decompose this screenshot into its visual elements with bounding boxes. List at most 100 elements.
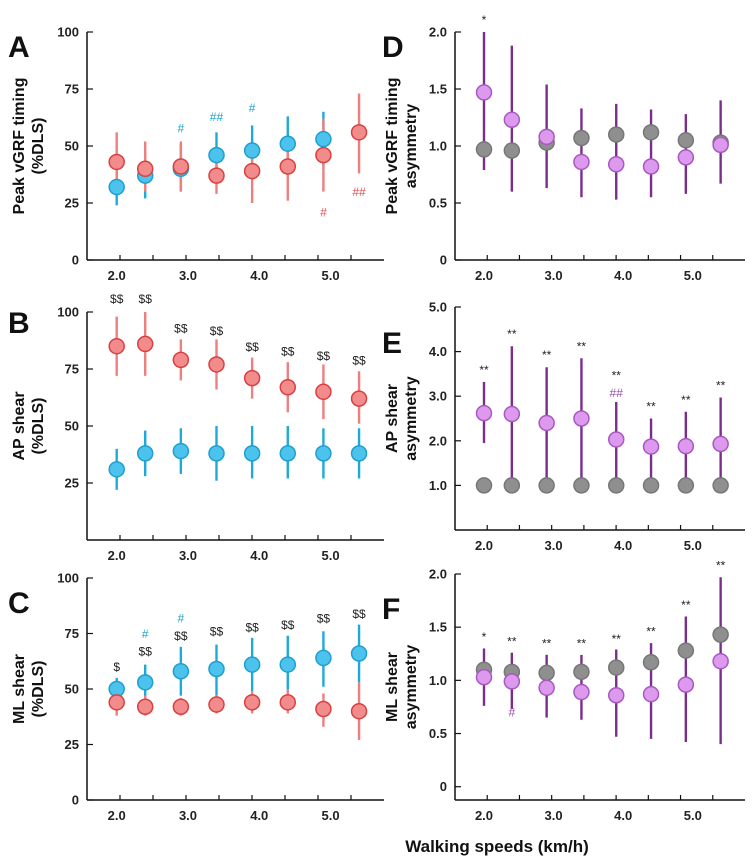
panel-b-annotation: $$ [245,340,259,354]
panel-c-red-point [108,694,125,711]
panel-f-annotation: ** [507,634,517,648]
panel-d-x-tick-label: 3.0 [545,268,563,283]
panel-f-annotation: ** [681,598,691,612]
panel-d-x-tick-label: 4.0 [614,268,632,283]
panel-b-annotation: $$ [110,292,124,306]
panel-b-x-tick-label: 2.0 [108,548,126,563]
panel-f-letter: F [382,593,400,626]
panel-e-purple-point [573,410,590,427]
panel-b-red-point [350,390,368,407]
panel-c-annotation: $$ [352,607,366,621]
panel-c-x-tick-label: 2.0 [108,808,126,823]
panel-c-blue-point [172,662,190,680]
panel-f-x-tick-label: 4.0 [614,808,632,823]
panel-c-blue-point [243,656,261,673]
panel-e-x-tick-label: 5.0 [684,538,702,553]
panel-c-red-point [208,696,225,713]
panel-d-gray-point [503,142,521,159]
panel-e-y-tick-label: 1.0 [429,478,447,493]
panel-a-x-tick-label: 3.0 [179,268,197,283]
panel-b-y-tick-label: 50 [65,419,79,434]
panel-f-annotation: * [482,630,487,644]
panel-a-x-tick-label: 5.0 [322,268,340,283]
panel-f-y-tick-label: 0.5 [429,726,447,741]
panel-f-y-tick-label: 0 [440,779,447,794]
panel-a-x-tick-label: 2.0 [108,268,126,283]
panel-f-purple-point [677,676,695,693]
panel-f-purple-point [607,686,625,704]
panel-f-annotation: ** [646,625,656,639]
panel-e-x-tick-label: 2.0 [475,538,493,553]
panel-b-annotation: $$ [352,353,366,367]
panel-c-annotation: $$ [317,611,331,625]
panel-a-x-tick-label: 4.0 [250,268,268,283]
panel-f-annotation: ** [612,632,622,646]
panel-a-y-label: Peak vGRF timing (%DLS) [11,78,47,215]
panel-d-gray-point [607,126,625,143]
panel-a-y-tick-label: 50 [65,139,79,154]
panel-a-annotation: ## [210,110,224,124]
panel-f-annotation: ** [716,559,726,573]
panel-d-purple-point [607,155,625,173]
panel-b-blue-point [315,445,332,462]
panel-d-gray-point [642,124,660,141]
panel-a-y-tick-label: 100 [57,25,79,40]
panel-f-purple-point [538,679,555,697]
panel-c-red-point [172,698,190,716]
panel-e-annotation: ## [610,386,624,400]
panel-c-annotation: $$ [281,618,295,632]
panel-e-annotation: ** [577,339,587,353]
panel-c-y-tick-label: 75 [65,626,79,641]
panel-b-letter: B [8,307,30,340]
panel-f-gray-point [538,664,555,682]
panel-a-y-tick-label: 75 [65,82,79,97]
panel-c-red-point [350,702,368,720]
panel-e-y-tick-label: 2.0 [429,433,447,448]
panel-d-purple-point [573,153,590,171]
panel-c-y-tick-label: 0 [72,793,79,808]
panel-c-blue-point [208,660,225,678]
panel-c-annotation: # [178,611,185,625]
panel-f-x-tick-label: 5.0 [684,808,702,823]
panel-b-y-tick-label: 100 [57,305,79,320]
panel-c-annotation: # [142,627,149,641]
panel-d-gray-point [475,141,493,158]
panel-f-gray-point [712,626,729,643]
panel-c-x-tick-label: 3.0 [179,808,197,823]
panel-e-annotation: ** [612,368,622,382]
panel-f-annotation: # [508,706,515,720]
panel-b-x-tick-label: 3.0 [179,548,197,563]
panel-f-purple-point [712,652,729,670]
panel-e-annotation: ** [716,379,726,393]
panel-d-letter: D [382,31,404,64]
panel-a-blue-point [315,130,332,148]
panel-a-annotation: # [249,101,256,115]
panel-f-purple-point [642,685,660,703]
panel-a-blue-point [108,178,125,196]
panel-b-red-point [279,378,297,396]
panel-a-y-tick-label: 0 [72,253,79,268]
panel-b-x-tick-label: 5.0 [322,548,340,563]
panel-e-gray-point [642,477,660,494]
panel-c-red-point [315,700,332,718]
panel-f-x-tick-label: 2.0 [475,808,493,823]
panel-d-y-label: Peak vGRF timing asymmetry [384,78,420,215]
panel-d-y-tick-label: 2.0 [429,25,447,40]
panel-e-y-tick-label: 5.0 [429,300,447,315]
panel-e-y-tick-label: 3.0 [429,389,447,404]
panel-a-red-point [136,160,154,178]
panel-b-red-point [208,356,225,373]
panel-c-annotation: $$ [245,620,259,634]
panel-d-purple-point [503,111,521,129]
panel-e-purple-point [712,435,729,453]
panel-d-x-tick-label: 2.0 [475,268,493,283]
panel-f-annotation: ** [577,636,587,650]
panel-e-annotation: ** [507,327,517,341]
panel-c-x-tick-label: 5.0 [322,808,340,823]
panel-f-gray-point [573,663,590,681]
panel-b-annotation: $$ [210,324,224,338]
panel-c-red-point [136,698,154,716]
panel-c-blue-point [279,656,297,673]
panel-f-purple-point [503,673,521,690]
